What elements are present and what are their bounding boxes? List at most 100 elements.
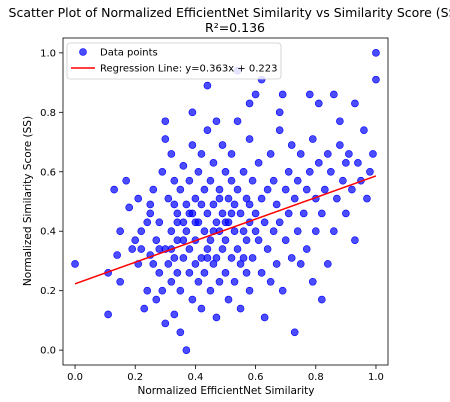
data-point bbox=[369, 150, 377, 158]
data-point bbox=[203, 245, 212, 253]
data-point bbox=[134, 194, 143, 203]
data-point bbox=[248, 176, 257, 185]
data-point bbox=[324, 150, 332, 158]
regression-line-layer bbox=[74, 175, 377, 285]
legend-label-regression: Regression Line: y=0.363x + 0.223 bbox=[100, 64, 277, 75]
data-point bbox=[263, 185, 272, 194]
data-point bbox=[149, 260, 158, 268]
x-tick-label: 1.0 bbox=[368, 372, 384, 383]
data-point bbox=[360, 126, 368, 134]
data-point bbox=[218, 245, 227, 253]
data-point bbox=[336, 117, 344, 126]
data-point bbox=[152, 295, 161, 304]
x-axis-ticks: 0.0 0.2 0.4 0.6 0.8 1.0 bbox=[67, 365, 384, 383]
data-point bbox=[185, 209, 194, 218]
data-point bbox=[161, 319, 170, 328]
data-point bbox=[188, 141, 197, 149]
data-point bbox=[354, 159, 362, 167]
chart-subtitle: R²=0.136 bbox=[205, 20, 265, 35]
data-point bbox=[275, 108, 284, 117]
data-point bbox=[164, 194, 173, 203]
data-point bbox=[227, 176, 236, 185]
data-point bbox=[200, 269, 209, 277]
data-point bbox=[128, 245, 137, 253]
data-point bbox=[206, 286, 215, 295]
data-point bbox=[260, 313, 269, 322]
data-point bbox=[146, 200, 155, 209]
data-point bbox=[314, 99, 323, 108]
data-point bbox=[305, 167, 314, 176]
data-point bbox=[242, 194, 251, 203]
data-point bbox=[254, 159, 263, 167]
data-point bbox=[248, 254, 257, 262]
data-point bbox=[239, 167, 248, 176]
data-point bbox=[152, 236, 161, 244]
data-point bbox=[167, 150, 176, 158]
data-point bbox=[290, 194, 299, 203]
data-point bbox=[366, 167, 374, 176]
data-point bbox=[116, 227, 124, 236]
data-point bbox=[363, 194, 371, 203]
data-point bbox=[287, 141, 296, 149]
data-point bbox=[275, 126, 284, 134]
data-point bbox=[167, 277, 176, 286]
data-point bbox=[155, 269, 164, 277]
data-point bbox=[296, 150, 305, 158]
data-point bbox=[230, 200, 239, 209]
data-point bbox=[161, 135, 170, 143]
data-point bbox=[272, 200, 281, 209]
data-point bbox=[206, 236, 215, 244]
data-point bbox=[330, 90, 338, 99]
data-point bbox=[218, 209, 227, 218]
y-tick-label: 0.2 bbox=[40, 286, 56, 297]
data-point bbox=[212, 313, 221, 322]
data-point bbox=[296, 260, 305, 268]
regression-line bbox=[74, 175, 377, 285]
legend: Data points Regression Line: y=0.363x + … bbox=[66, 42, 282, 80]
data-point bbox=[137, 245, 146, 253]
data-point bbox=[257, 194, 266, 203]
data-point bbox=[221, 167, 230, 176]
y-tick-label: 0.0 bbox=[40, 346, 56, 357]
data-point bbox=[170, 176, 179, 185]
data-point bbox=[191, 260, 200, 268]
data-point bbox=[221, 269, 230, 277]
data-point bbox=[200, 185, 209, 194]
x-tick-label: 0.0 bbox=[67, 372, 83, 383]
data-point bbox=[215, 277, 224, 286]
data-point bbox=[110, 185, 118, 194]
data-point bbox=[203, 209, 212, 218]
legend-label-points: Data points bbox=[100, 48, 158, 59]
data-point bbox=[242, 236, 251, 244]
data-point bbox=[308, 135, 317, 143]
data-point bbox=[281, 236, 290, 244]
data-point bbox=[299, 209, 308, 218]
data-point bbox=[143, 286, 152, 295]
data-point bbox=[197, 150, 206, 158]
data-point bbox=[269, 227, 278, 236]
data-point bbox=[176, 185, 185, 194]
data-point bbox=[230, 227, 239, 236]
data-point bbox=[233, 185, 242, 194]
data-point bbox=[158, 167, 167, 176]
data-point bbox=[351, 99, 359, 108]
data-point bbox=[191, 194, 200, 203]
data-point bbox=[317, 295, 326, 304]
y-tick-label: 0.4 bbox=[40, 227, 56, 238]
data-point bbox=[170, 254, 179, 262]
data-point bbox=[236, 209, 245, 218]
data-point bbox=[251, 227, 260, 236]
data-point bbox=[137, 227, 146, 236]
data-point bbox=[215, 185, 224, 194]
data-point bbox=[251, 209, 260, 218]
data-point bbox=[227, 209, 236, 218]
data-point bbox=[212, 218, 221, 227]
x-tick-label: 0.6 bbox=[248, 372, 264, 383]
data-point bbox=[342, 159, 350, 167]
data-point bbox=[330, 227, 338, 236]
data-point bbox=[176, 328, 185, 337]
data-point bbox=[116, 277, 124, 286]
data-point bbox=[281, 185, 290, 194]
data-point bbox=[140, 304, 149, 313]
